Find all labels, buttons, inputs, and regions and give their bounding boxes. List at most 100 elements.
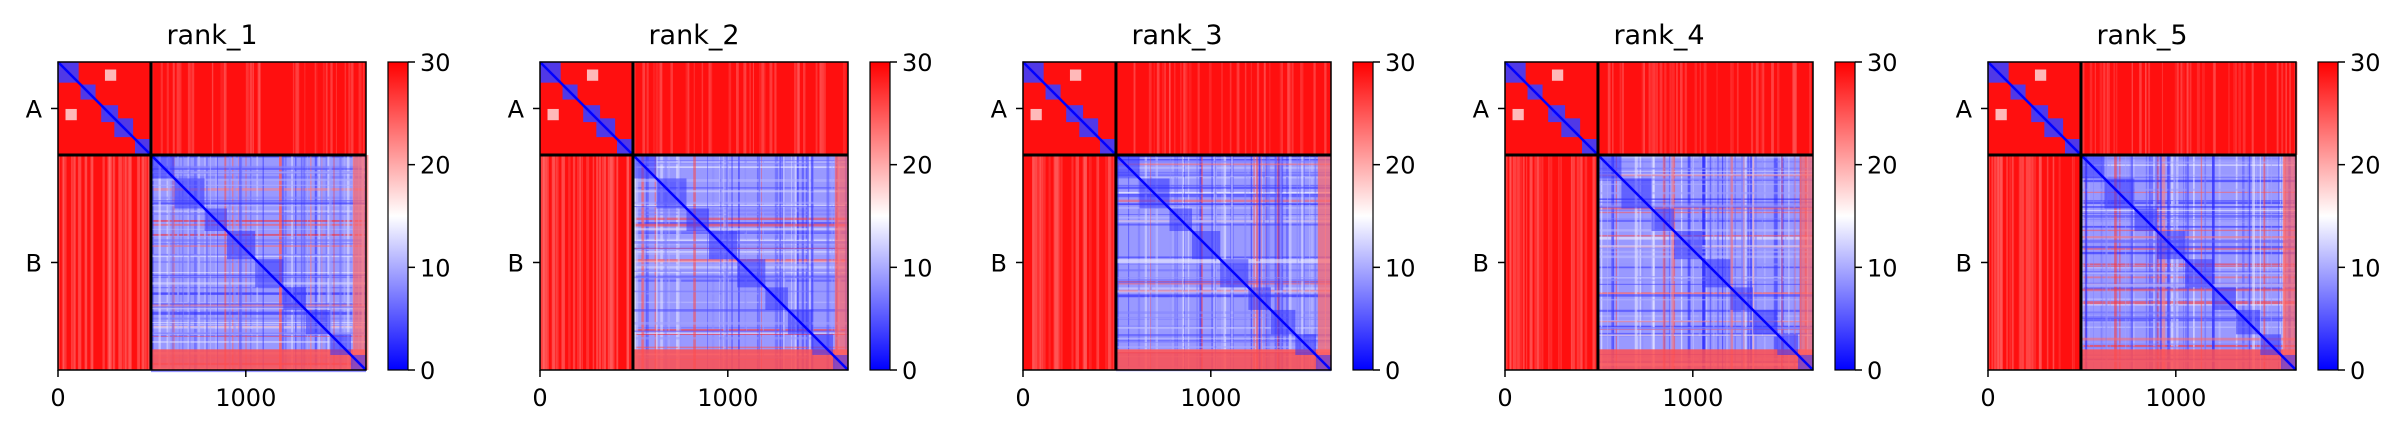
x-tick-label: 0 bbox=[1980, 384, 1995, 412]
texture-column bbox=[726, 154, 729, 370]
offdiag-texture bbox=[144, 154, 147, 370]
offdiag-texture bbox=[1529, 154, 1533, 370]
offdiag-texture bbox=[2186, 62, 2188, 155]
texture-column bbox=[2148, 154, 2151, 370]
texture-row bbox=[150, 239, 366, 242]
panel-title: rank_3 bbox=[1131, 20, 1222, 51]
texture-row bbox=[150, 184, 366, 186]
colorbar-tick-label: 10 bbox=[1385, 254, 1416, 282]
x-tick-label: 1000 bbox=[1180, 384, 1241, 412]
texture-row bbox=[1597, 170, 1813, 172]
offdiag-texture bbox=[822, 62, 825, 155]
texture-row bbox=[632, 223, 848, 227]
texture-column bbox=[167, 154, 171, 370]
offdiag-texture bbox=[1168, 62, 1171, 155]
texture-column bbox=[318, 154, 321, 370]
domain-a-contact bbox=[1995, 108, 2007, 121]
offdiag-texture bbox=[842, 62, 846, 155]
texture-row bbox=[150, 307, 366, 310]
texture-row bbox=[150, 305, 366, 309]
texture-row bbox=[1597, 191, 1813, 195]
offdiag-texture bbox=[601, 154, 605, 370]
offdiag-texture bbox=[708, 62, 712, 155]
offdiag-texture bbox=[296, 62, 300, 155]
texture-row bbox=[632, 190, 848, 192]
texture-column bbox=[346, 154, 350, 370]
offdiag-texture bbox=[557, 154, 560, 370]
offdiag-texture bbox=[1988, 154, 1990, 370]
offdiag-texture bbox=[2233, 62, 2236, 155]
texture-row bbox=[150, 303, 366, 305]
offdiag-texture bbox=[626, 154, 629, 370]
offdiag-texture bbox=[1313, 62, 1316, 155]
offdiag-texture bbox=[1650, 62, 1654, 155]
texture-column bbox=[171, 154, 174, 370]
texture-row bbox=[1597, 234, 1813, 237]
texture-column bbox=[660, 154, 663, 370]
texture-row bbox=[1597, 198, 1813, 200]
texture-row bbox=[150, 235, 366, 237]
y-tick-label: B bbox=[508, 249, 524, 277]
texture-column bbox=[1691, 154, 1694, 370]
offdiag-texture bbox=[1676, 62, 1678, 155]
offdiag-texture bbox=[117, 154, 121, 370]
texture-column bbox=[2130, 154, 2133, 370]
offdiag-texture bbox=[1032, 154, 1036, 370]
texture-column bbox=[668, 154, 670, 370]
offdiag-texture bbox=[1038, 154, 1041, 370]
offdiag-texture bbox=[743, 62, 746, 155]
texture-row bbox=[150, 254, 366, 256]
texture-column bbox=[654, 154, 657, 370]
offdiag-texture bbox=[2187, 62, 2189, 155]
texture-column bbox=[1652, 154, 1655, 370]
texture-row bbox=[150, 178, 366, 181]
offdiag-texture bbox=[102, 154, 105, 370]
texture-column bbox=[810, 154, 814, 370]
tail-columns bbox=[1799, 154, 1813, 370]
offdiag-texture bbox=[1621, 62, 1624, 155]
offdiag-texture bbox=[2012, 154, 2015, 370]
texture-column bbox=[723, 154, 726, 370]
texture-row bbox=[632, 179, 848, 182]
texture-column bbox=[1793, 154, 1795, 370]
offdiag-texture bbox=[544, 154, 547, 370]
texture-row bbox=[1115, 163, 1331, 166]
offdiag-texture bbox=[91, 154, 93, 370]
texture-column bbox=[2114, 154, 2117, 370]
offdiag-texture bbox=[1612, 62, 1614, 155]
offdiag-texture bbox=[796, 62, 799, 155]
offdiag-texture bbox=[1512, 154, 1516, 370]
texture-column bbox=[1741, 154, 1744, 370]
texture-column bbox=[339, 154, 342, 370]
y-tick-label: A bbox=[991, 95, 1008, 123]
texture-column bbox=[2242, 154, 2245, 370]
texture-column bbox=[676, 154, 679, 370]
offdiag-texture bbox=[136, 154, 139, 370]
offdiag-texture bbox=[191, 62, 195, 155]
offdiag-texture bbox=[2251, 62, 2254, 155]
offdiag-texture bbox=[1244, 62, 1247, 155]
offdiag-texture bbox=[659, 62, 663, 155]
colorbar-tick-label: 10 bbox=[2350, 254, 2381, 282]
offdiag-texture bbox=[1776, 62, 1780, 155]
offdiag-texture bbox=[77, 154, 81, 370]
texture-row bbox=[2080, 337, 2296, 341]
texture-row bbox=[150, 302, 366, 305]
texture-row bbox=[2080, 212, 2296, 214]
texture-column bbox=[645, 154, 647, 370]
offdiag-texture bbox=[249, 62, 252, 155]
offdiag-texture bbox=[1519, 154, 1522, 370]
texture-column bbox=[794, 154, 796, 370]
texture-column bbox=[1687, 154, 1691, 370]
offdiag-texture bbox=[1055, 154, 1057, 370]
texture-row bbox=[632, 201, 848, 204]
offdiag-texture bbox=[122, 154, 125, 370]
texture-column bbox=[1734, 154, 1736, 370]
offdiag-texture bbox=[551, 154, 554, 370]
offdiag-texture bbox=[1760, 62, 1764, 155]
texture-column bbox=[1668, 154, 1671, 370]
texture-row bbox=[1597, 173, 1813, 176]
texture-column bbox=[2182, 154, 2184, 370]
texture-row bbox=[150, 341, 366, 343]
texture-row bbox=[2080, 161, 2296, 164]
